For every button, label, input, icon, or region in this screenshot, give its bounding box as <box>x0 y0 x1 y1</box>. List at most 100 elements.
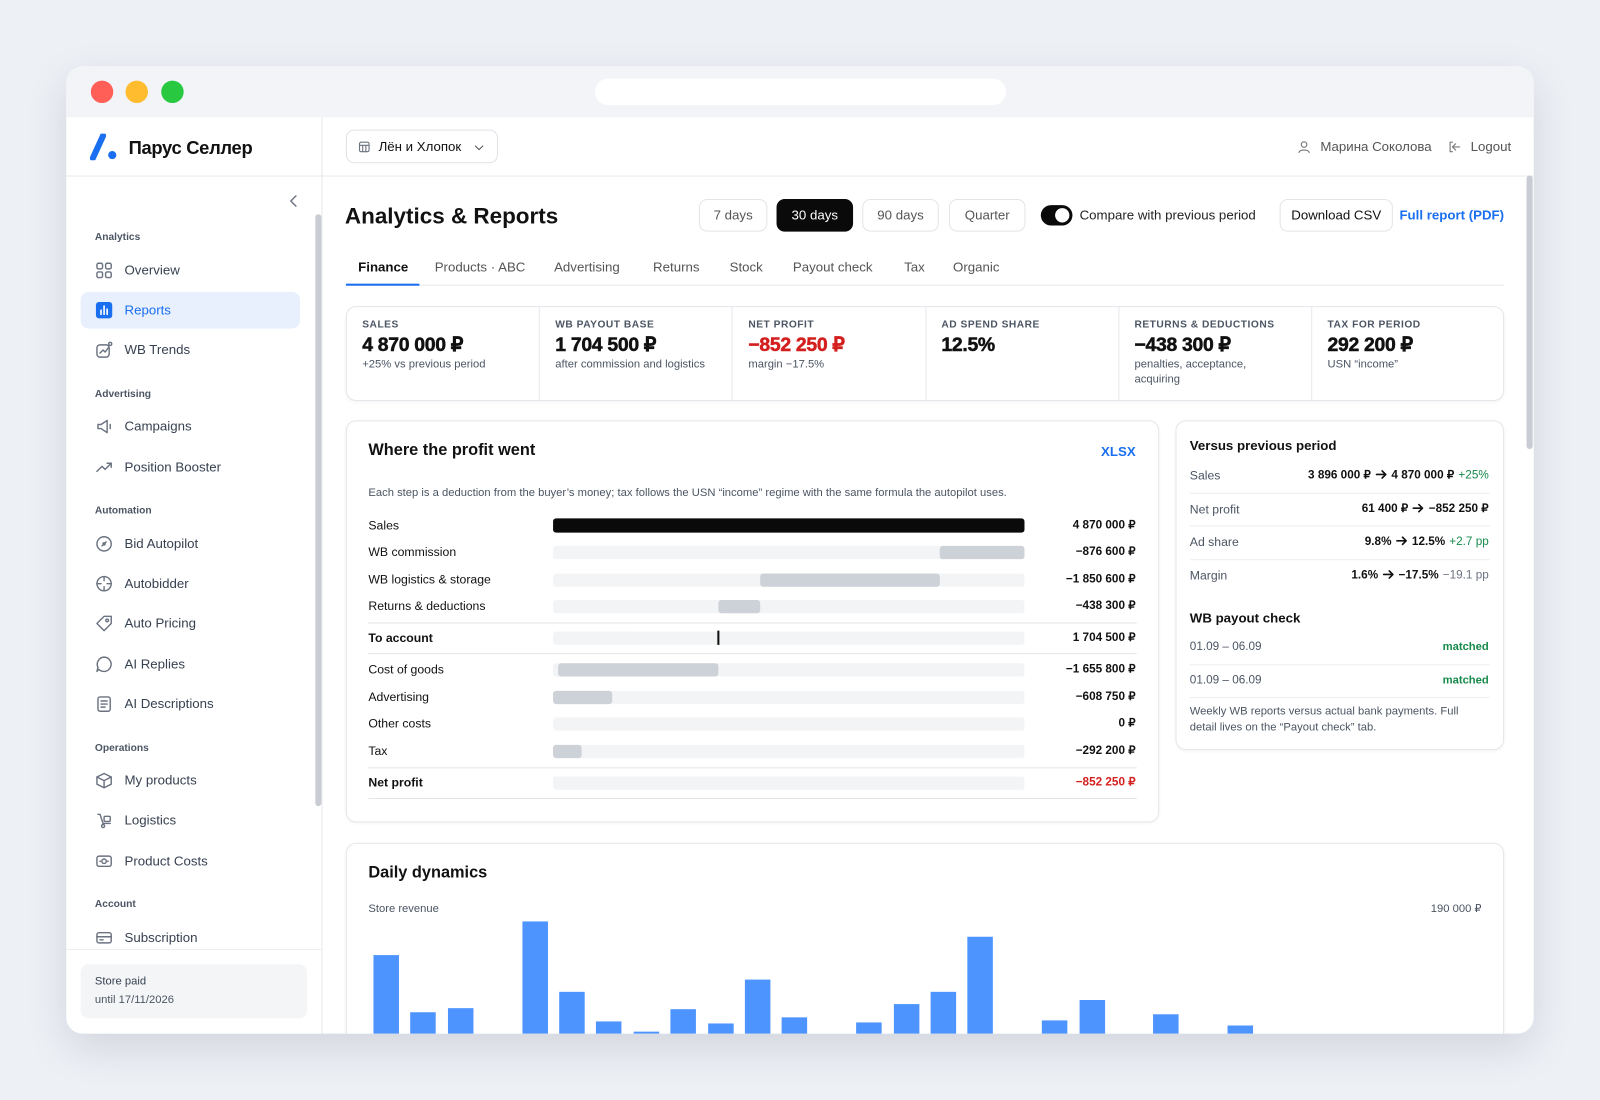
row-divider <box>368 653 1137 655</box>
card-description: Each step is a deduction from the buyer’… <box>368 486 1007 499</box>
nav-item[interactable]: WB Trends <box>124 342 191 358</box>
logout-button[interactable]: Logout <box>1470 138 1512 155</box>
kpi-label: SALES <box>362 319 399 331</box>
store-selector[interactable] <box>345 129 498 164</box>
waterfall-bar <box>718 599 761 614</box>
comparison-change: +2.7 pp <box>1449 536 1489 549</box>
waterfall-label: Net profit <box>368 775 423 790</box>
waterfall-value: −292 200 ₽ <box>1075 744 1136 758</box>
nav-icon <box>95 812 113 830</box>
nav-item[interactable]: Logistics <box>124 812 177 828</box>
card-subtitle: WB payout check <box>1189 610 1301 626</box>
window-control[interactable] <box>125 80 148 104</box>
user-icon <box>1297 140 1311 154</box>
nav-item[interactable]: Subscription <box>124 929 198 945</box>
nav-item[interactable]: Bid Autopilot <box>124 535 199 551</box>
kpi-label: RETURNS & DEDUCTIONS <box>1134 319 1275 331</box>
comparison-label: Ad share <box>1189 535 1239 550</box>
kpi-note: after commission and logistics <box>555 357 706 370</box>
kpi-note: USN “income” <box>1327 357 1399 370</box>
waterfall-bar <box>553 690 612 705</box>
period-button[interactable]: Quarter <box>948 198 1026 232</box>
row-divider <box>368 797 1137 799</box>
comparison-to: −17.5% <box>1398 569 1439 582</box>
window-control[interactable] <box>161 80 184 104</box>
kpi-value: 1 704 500 ₽ <box>555 334 656 357</box>
waterfall-label: Tax <box>368 743 388 759</box>
revenue-bar <box>930 991 957 1034</box>
revenue-bar <box>522 921 548 1034</box>
comparison-from: 1.6% <box>1351 569 1379 582</box>
app-window: Парус Селлер Analytics Overview Reports WB T… <box>66 66 1534 1034</box>
nav-item[interactable]: Position Booster <box>124 458 222 475</box>
nav-item[interactable]: AI Descriptions <box>124 696 214 712</box>
revenue-bar <box>744 979 771 1034</box>
user-name: Марина Соколова <box>1320 138 1432 155</box>
nav-icon <box>95 771 113 789</box>
store-chevron <box>472 140 485 153</box>
nav-icon <box>95 574 113 592</box>
payout-status: matched <box>1442 674 1489 687</box>
kpi-divider <box>1311 307 1313 400</box>
tab[interactable]: Payout check <box>792 259 873 275</box>
comparison-values: 1.6% −17.5% −19.1 pp <box>1351 566 1488 584</box>
revenue-bar <box>670 1009 697 1034</box>
waterfall-value: −1 655 800 ₽ <box>1065 663 1136 676</box>
waterfall-bar <box>760 573 940 587</box>
tab[interactable]: Products · ABC <box>434 259 526 275</box>
waterfall-total-marker <box>717 630 720 645</box>
revenue-bar <box>1042 1020 1068 1034</box>
kpi-divider <box>732 307 734 400</box>
waterfall-track <box>553 744 1025 759</box>
nav-item[interactable]: My products <box>124 772 197 788</box>
period-button[interactable]: 90 days <box>862 198 939 232</box>
nav-item[interactable]: Overview <box>124 261 180 278</box>
revenue-bar <box>856 1022 882 1034</box>
waterfall-label: Sales <box>368 518 400 533</box>
kpi-divider <box>1118 307 1120 400</box>
row-divider <box>368 767 1137 769</box>
export-link[interactable]: XLSX <box>1101 443 1136 460</box>
payout-period: 01.09 – 06.09 <box>1189 640 1262 654</box>
tab-underline <box>345 283 420 286</box>
download-button[interactable]: Download CSV <box>1279 198 1393 232</box>
comparison-to: 4 870 000 ₽ <box>1391 469 1455 482</box>
comparison-from: 3 896 000 ₽ <box>1308 469 1371 482</box>
chart-subtitle: Store revenue <box>368 903 439 916</box>
revenue-bar <box>633 1031 659 1034</box>
nav-icon <box>95 852 113 870</box>
nav-item[interactable]: Auto Pricing <box>124 615 197 631</box>
compare-toggle-knob <box>1055 208 1070 223</box>
tab[interactable]: Advertising <box>554 259 620 275</box>
kpi-note: margin −17.5% <box>748 357 825 370</box>
kpi-label: WB PAYOUT BASE <box>555 319 655 331</box>
nav-item[interactable]: Campaigns <box>124 418 192 434</box>
full-report-link[interactable]: Full report (PDF) <box>1399 207 1505 223</box>
tab[interactable]: Returns <box>653 259 700 275</box>
nav-section-title: Automation <box>94 505 152 517</box>
nav-item[interactable]: Product Costs <box>124 852 208 869</box>
nav-active-bg <box>80 291 300 329</box>
tab[interactable]: Organic <box>953 259 1000 275</box>
nav-item[interactable]: Reports <box>124 301 171 318</box>
waterfall-label: WB commission <box>368 544 457 560</box>
nav-item[interactable]: AI Replies <box>124 655 185 672</box>
window-control[interactable] <box>90 80 114 104</box>
tab[interactable]: Finance <box>358 259 409 275</box>
tab[interactable]: Tax <box>904 259 925 275</box>
kpi-card <box>345 306 1505 402</box>
period-label: Quarter <box>964 207 1010 223</box>
period-button[interactable]: 7 days <box>698 198 768 232</box>
tab[interactable]: Stock <box>729 259 763 275</box>
nav-item[interactable]: Autobidder <box>124 575 189 591</box>
waterfall-label: Other costs <box>368 716 431 731</box>
download-label: Download CSV <box>1291 207 1382 223</box>
topbar-divider <box>322 175 1534 177</box>
kpi-value: 4 870 000 ₽ <box>362 334 463 357</box>
nav-section-title: Account <box>94 899 136 911</box>
brand-name: Парус Селлер <box>128 137 253 159</box>
waterfall-value: −608 750 ₽ <box>1075 690 1136 704</box>
kpi-label: TAX FOR PERIOD <box>1327 319 1421 331</box>
comparison-from: 9.8% <box>1364 536 1392 549</box>
period-button[interactable]: 30 days <box>776 198 854 232</box>
